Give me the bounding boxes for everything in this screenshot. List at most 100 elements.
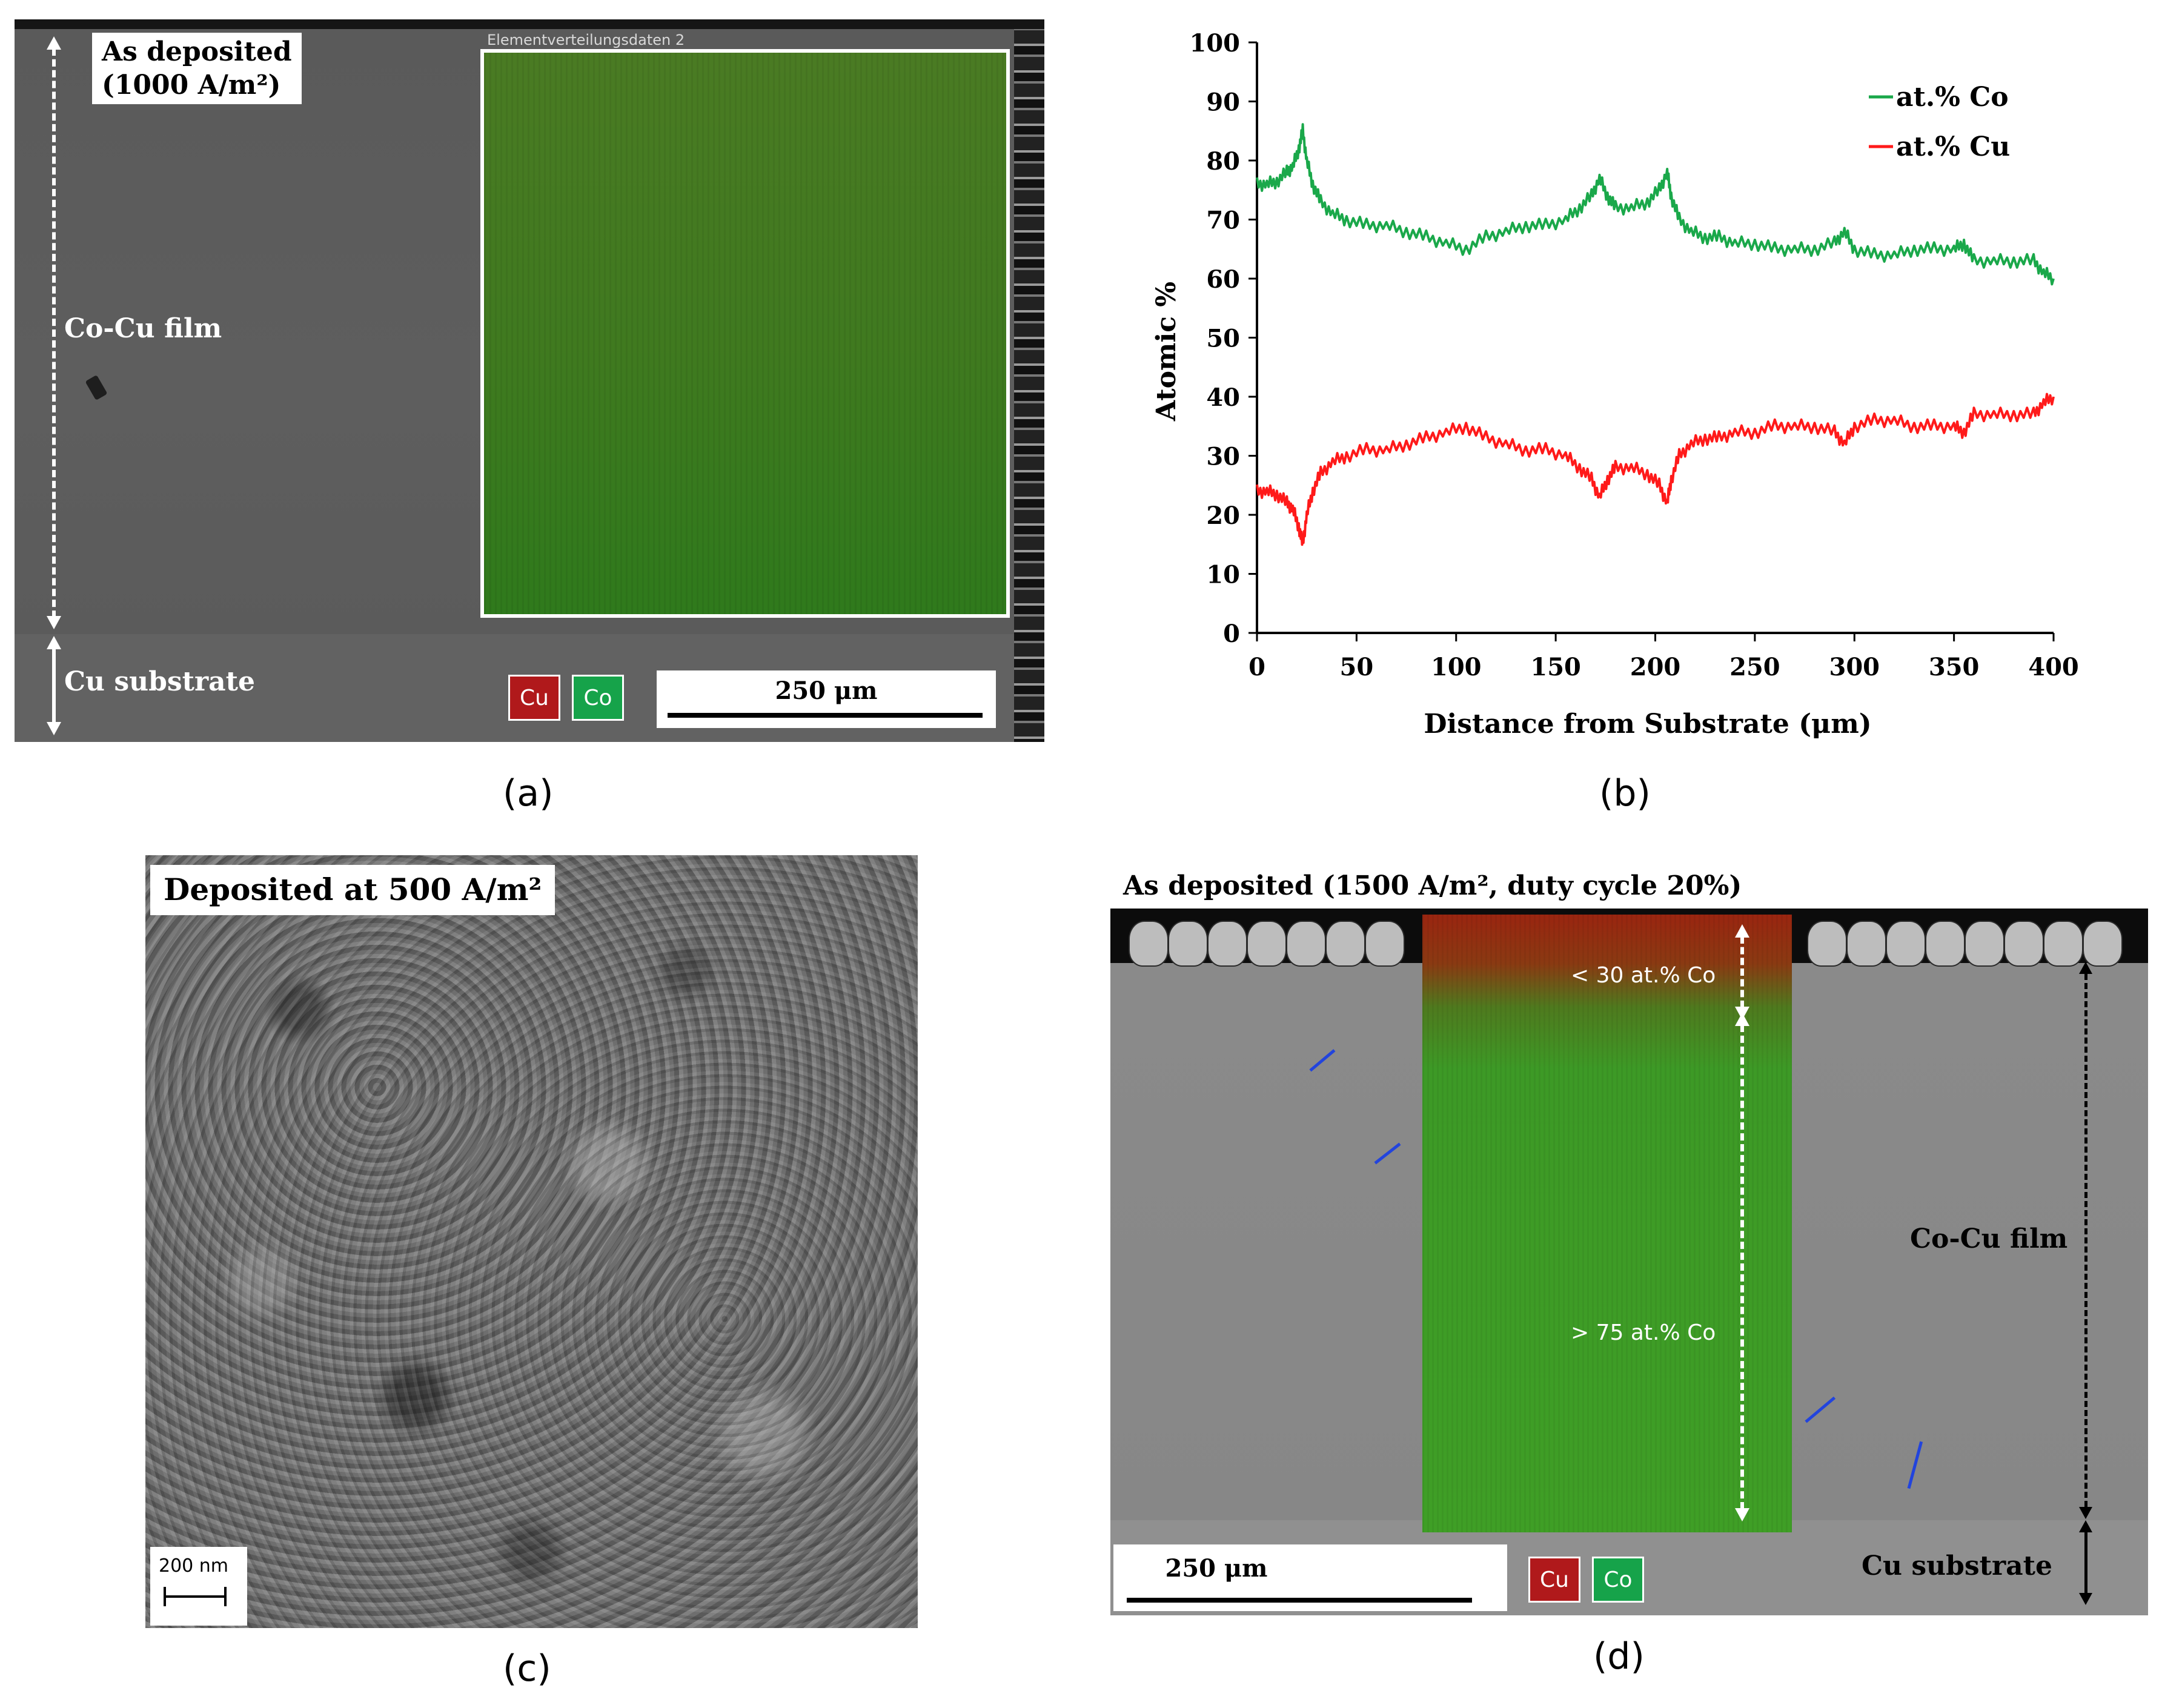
eds-map [480, 49, 1010, 618]
legend-cu: Cu [508, 675, 560, 721]
x-tick-label: 250 [1729, 653, 1780, 681]
caption-d: (d) [1593, 1635, 1645, 1678]
film-label: Co-Cu film [64, 313, 222, 344]
scale-bar-label: 250 μm [775, 677, 878, 705]
surface-nodule [1365, 921, 1405, 967]
condition-label-line1: As deposited [102, 36, 292, 67]
scale-bar-line-d [1127, 1598, 1472, 1603]
deposition-label: Deposited at 500 A/m² [150, 865, 555, 915]
legend-cu-d: Cu [1528, 1557, 1580, 1603]
y-tick-label: 50 [1206, 325, 1240, 353]
y-tick-label: 40 [1206, 383, 1240, 412]
high-co-arrow-head-top [1735, 1013, 1749, 1026]
low-co-dashed-line [1740, 936, 1744, 1008]
x-tick-label: 300 [1829, 653, 1880, 681]
y-tick-label: 30 [1206, 443, 1240, 471]
y-tick-label: 20 [1206, 501, 1240, 530]
y-tick-label: 90 [1206, 88, 1240, 117]
film-arrow-head-bottom [47, 616, 61, 629]
substrate-arrow-head-top-d [2079, 1520, 2092, 1532]
scale-bar-box-d: 250 μm [1113, 1544, 1507, 1611]
caption-c: (c) [503, 1647, 551, 1690]
surface-nodule [1846, 921, 1886, 967]
y-tick-label: 60 [1206, 265, 1240, 294]
y-tick-label: 10 [1206, 561, 1240, 589]
surface-nodule [1247, 921, 1287, 967]
substrate-arrow-line [52, 649, 56, 722]
surface-nodule [1286, 921, 1326, 967]
caption-b: (b) [1599, 772, 1651, 815]
y-tick-label: 80 [1206, 147, 1240, 176]
condition-label: As deposited (1000 A/m²) [92, 33, 302, 104]
x-tick-label: 400 [2028, 653, 2079, 681]
condition-label-line2: (1000 A/m²) [102, 70, 281, 101]
film-edge [1014, 19, 1044, 742]
surface-nodule [1965, 921, 2004, 967]
caption-a: (a) [503, 772, 554, 815]
x-tick-label: 150 [1530, 653, 1581, 681]
x-tick-label: 50 [1340, 653, 1374, 681]
map-title: Elementverteilungsdaten 2 [487, 31, 685, 48]
film-arrow-head-top-d [2079, 962, 2092, 974]
surface-nodule [1168, 921, 1208, 967]
surface-nodule [1807, 921, 1847, 967]
legend-co-d: Co [1592, 1557, 1644, 1603]
scale-bar-label-c: 200 nm [159, 1555, 229, 1577]
high-co-label: > 75 at.% Co [1571, 1320, 1716, 1345]
low-co-label: < 30 at.% Co [1571, 963, 1716, 988]
surface-nodule [1129, 921, 1169, 967]
x-tick-label: 0 [1248, 653, 1265, 681]
scale-bar-line-c [164, 1595, 227, 1598]
legend-label: at.% Co [1896, 82, 2009, 113]
substrate-arrow-head-bottom-d [2079, 1593, 2092, 1605]
y-tick-label: 70 [1206, 207, 1240, 235]
surface-nodule [1207, 921, 1247, 967]
substrate-line-d [2084, 1532, 2087, 1593]
x-tick-label: 350 [1929, 653, 1980, 681]
surface-nodule [2043, 921, 2083, 967]
high-co-arrow-head-bottom [1735, 1508, 1749, 1521]
surface-nodule [1325, 921, 1365, 967]
scale-bar-box: 250 μm [657, 670, 996, 728]
substrate-label: Cu substrate [64, 666, 255, 697]
surface-nodule [2083, 921, 2123, 967]
surface-nodule [2004, 921, 2044, 967]
scale-bar-tick-right [224, 1587, 227, 1606]
y-axis-label: Atomic % [1151, 282, 1182, 422]
substrate-arrow-head-top [47, 636, 61, 649]
substrate-arrow-head-bottom [47, 722, 61, 735]
panel-d-title: As deposited (1500 A/m², duty cycle 20%) [1118, 869, 1747, 902]
chart-ticks: 0 10 20 30 40 50 60 70 80 90 100 0 50 100 150 200 250 300… [1190, 29, 2079, 681]
x-axis-label: Distance from Substrate (μm) [1424, 709, 1871, 740]
scale-bar-line [668, 713, 983, 718]
top-edge [15, 19, 1044, 29]
series-line-co [1256, 123, 2055, 286]
legend-label: at.% Cu [1896, 131, 2010, 162]
film-arrow-head-bottom-d [2079, 1507, 2092, 1519]
y-tick-label: 100 [1190, 29, 1241, 58]
film-label-d: Co-Cu film [1910, 1223, 2068, 1254]
scale-bar-box-c: 200 nm [150, 1547, 247, 1626]
x-tick-label: 200 [1630, 653, 1681, 681]
chart-legend: at.% Co at.% Cu [1869, 82, 2010, 162]
legend-co: Co [572, 675, 624, 721]
eds-map-d [1422, 915, 1792, 1532]
surface-nodule [1886, 921, 1926, 967]
film-thickness-dashed-line [52, 48, 56, 618]
y-tick-label: 0 [1223, 620, 1240, 648]
grain-texture [145, 855, 918, 1628]
panel-c-sem-image: Deposited at 500 A/m² 200 nm [145, 855, 918, 1628]
x-tick-label: 100 [1431, 653, 1482, 681]
film-arrow-head-top [47, 36, 61, 50]
film-dashed-line-d [2084, 974, 2087, 1507]
panel-a-sem-image: Elementverteilungsdaten 2 As deposited (… [15, 19, 1044, 742]
scale-bar-tick-left [164, 1587, 166, 1606]
surface-nodule [1925, 921, 1965, 967]
series-line-cu [1256, 392, 2055, 546]
chart-lines [1256, 123, 2055, 546]
panel-b-line-chart: 0 10 20 30 40 50 60 70 80 90 100 0 50 100 150 200 250 300… [1151, 29, 2079, 740]
substrate-label-d: Cu substrate [1862, 1551, 2052, 1581]
high-co-dashed-line [1740, 1025, 1744, 1509]
panel-d-sem-image: < 30 at.% Co > 75 at.% Co Co-Cu film Cu … [1110, 909, 2148, 1615]
low-co-arrow-head-top [1735, 924, 1749, 938]
